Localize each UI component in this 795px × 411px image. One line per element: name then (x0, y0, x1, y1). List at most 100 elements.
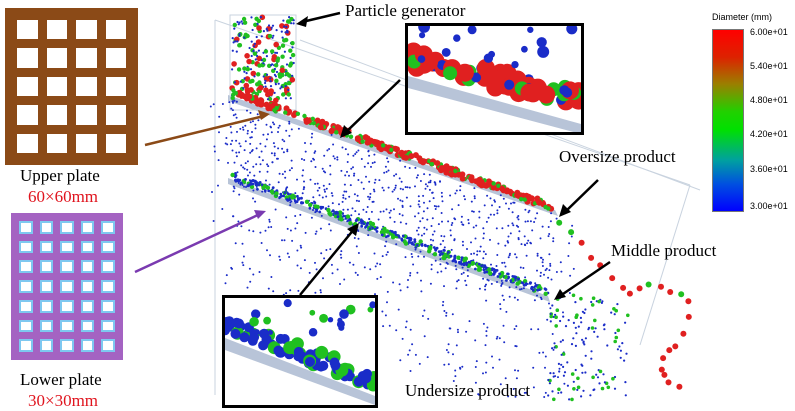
particle (484, 288, 487, 291)
plate-hole (80, 260, 95, 274)
particle (242, 166, 245, 169)
particle (584, 354, 587, 357)
particle (524, 208, 527, 211)
particle (277, 181, 280, 184)
particle (375, 230, 379, 233)
particle (289, 289, 292, 292)
particle (342, 208, 345, 211)
particle (274, 208, 277, 211)
particle (271, 186, 275, 190)
particle (267, 189, 271, 193)
particle (487, 216, 490, 219)
particle (242, 264, 245, 267)
particle (414, 215, 416, 218)
upper-plate-size: 60×60mm (28, 187, 99, 206)
arrow-lower-inset (299, 227, 356, 296)
plate-hole (80, 240, 95, 254)
particle (330, 133, 333, 136)
particle (286, 148, 289, 151)
particle (553, 346, 556, 349)
particle (501, 294, 504, 297)
particle (246, 132, 249, 135)
particle (515, 377, 518, 380)
particle (212, 220, 215, 222)
particle (514, 253, 517, 256)
particle (250, 54, 253, 58)
particle (253, 180, 257, 184)
particle (316, 182, 319, 185)
particle (510, 202, 512, 205)
particle (421, 315, 424, 317)
particle (252, 230, 255, 233)
particle (613, 375, 617, 379)
plate-hole (19, 221, 33, 234)
particle (552, 372, 555, 375)
particle (601, 300, 604, 303)
particle (515, 224, 518, 227)
particle (331, 202, 334, 205)
particle (560, 363, 563, 366)
particle (255, 185, 258, 188)
particle (384, 165, 387, 168)
particle (614, 335, 619, 340)
particle (457, 331, 459, 334)
particle (584, 308, 587, 311)
particle (290, 128, 293, 131)
particle (262, 75, 265, 78)
particle (289, 204, 292, 207)
particle (234, 318, 244, 329)
particle (546, 318, 549, 321)
particle (302, 188, 305, 191)
particle (243, 36, 246, 39)
particle (531, 229, 534, 232)
particle (416, 155, 423, 162)
particle (270, 49, 275, 54)
particle (265, 105, 272, 112)
particle (454, 264, 457, 267)
particle (450, 224, 453, 226)
particle (566, 384, 570, 387)
particle (263, 316, 272, 325)
particle (367, 149, 370, 152)
particle (296, 194, 299, 198)
particle (367, 162, 370, 165)
particle (319, 289, 322, 292)
particle (268, 183, 271, 186)
particle (296, 249, 299, 252)
particle (482, 277, 485, 280)
particle (420, 279, 422, 282)
particle (461, 266, 464, 269)
particle (618, 345, 621, 348)
plate-hole (60, 299, 74, 313)
particle (441, 220, 443, 223)
particle (547, 394, 550, 397)
particle (443, 66, 458, 81)
particle (625, 352, 628, 355)
particle (271, 36, 274, 39)
particle (277, 131, 279, 133)
particle (299, 244, 302, 247)
particle (266, 98, 270, 101)
particle (501, 261, 504, 264)
plate-hole (105, 105, 126, 125)
plate-hole (39, 280, 54, 293)
particle (362, 187, 365, 190)
particle (309, 178, 312, 181)
particle (230, 266, 233, 269)
particle (405, 320, 408, 323)
plate-hole (76, 20, 97, 40)
plate-hole (39, 339, 54, 352)
particle (370, 221, 376, 227)
particle (477, 262, 481, 266)
particle (261, 190, 264, 193)
particle (319, 227, 322, 230)
particle (406, 186, 409, 189)
particle (252, 45, 256, 48)
particle (549, 372, 552, 375)
particle (308, 271, 311, 274)
particle (544, 391, 547, 394)
particle (395, 173, 398, 176)
particle (357, 252, 360, 254)
particle (423, 173, 426, 176)
